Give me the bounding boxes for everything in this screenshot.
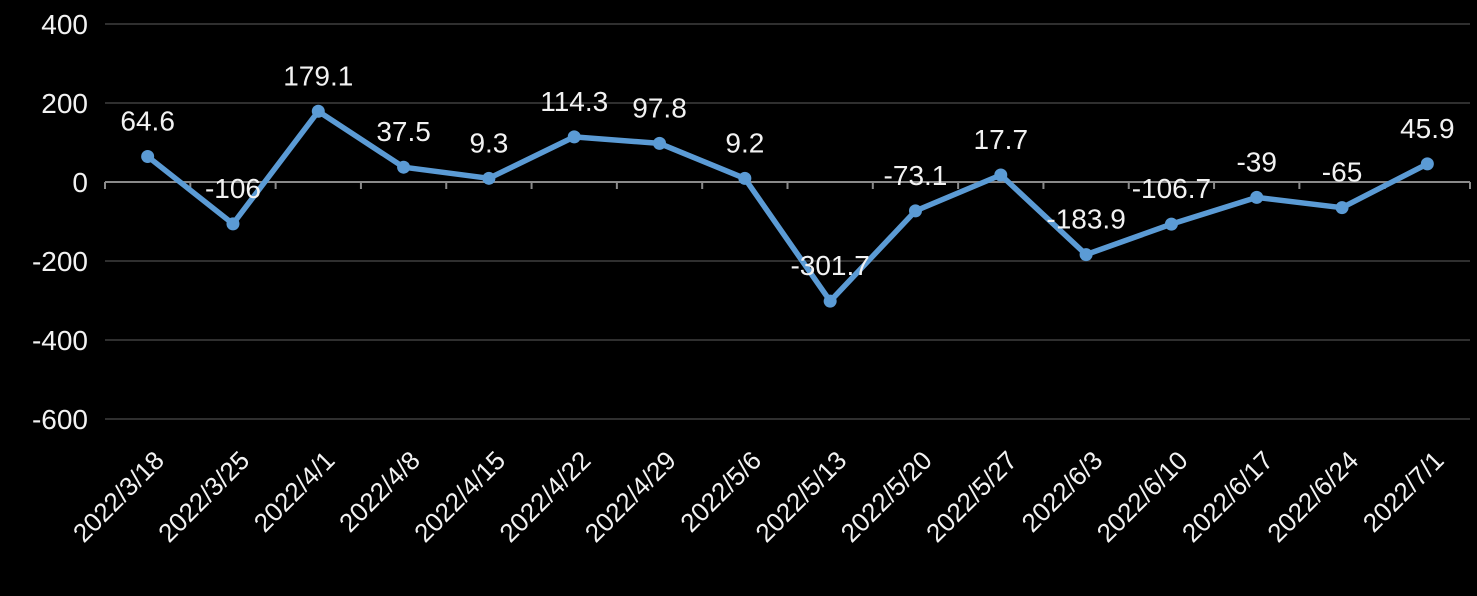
data-label: 17.7 <box>974 124 1029 155</box>
data-point-marker <box>311 104 325 118</box>
data-label: -73.1 <box>884 160 948 191</box>
data-point-marker <box>226 217 240 231</box>
data-point-marker <box>994 168 1008 182</box>
data-point-marker <box>1335 201 1349 215</box>
data-point-marker <box>823 294 837 308</box>
data-label: -65 <box>1322 157 1362 188</box>
data-point-marker <box>653 136 667 150</box>
data-label: 9.3 <box>469 127 508 158</box>
data-point-marker <box>1164 217 1178 231</box>
data-point-marker <box>1079 248 1093 262</box>
data-point-marker <box>1420 157 1434 171</box>
data-label: -183.9 <box>1046 204 1125 235</box>
x-tick-label: 2022/4/22 <box>493 445 596 548</box>
data-label: -39 <box>1236 146 1276 177</box>
data-label: 45.9 <box>1400 113 1455 144</box>
y-tick-label: 0 <box>72 167 88 198</box>
y-tick-label: 200 <box>41 88 88 119</box>
data-label: 179.1 <box>283 60 353 91</box>
x-tick-label: 2022/4/1 <box>248 445 341 538</box>
data-point-marker <box>908 204 922 218</box>
data-label: 37.5 <box>376 116 431 147</box>
data-label: 9.2 <box>725 127 764 158</box>
series-line <box>144 108 1431 304</box>
data-point-marker <box>397 160 411 174</box>
x-tick-label: 2022/6/17 <box>1176 445 1279 548</box>
y-tick-label: -400 <box>32 325 88 356</box>
x-tick-label: 2022/4/29 <box>579 445 682 548</box>
x-tick-label: 2022/5/27 <box>920 445 1023 548</box>
data-point-marker <box>482 171 496 185</box>
data-label: 97.8 <box>632 92 687 123</box>
x-tick-label: 2022/4/15 <box>408 445 511 548</box>
x-tick-label: 2022/3/25 <box>152 445 255 548</box>
y-tick-label: -200 <box>32 246 88 277</box>
y-tick-label: -600 <box>32 404 88 435</box>
x-tick-label: 2022/6/10 <box>1091 445 1194 548</box>
data-point-marker <box>141 149 155 163</box>
data-point-marker <box>567 130 581 144</box>
data-label: -106 <box>205 173 261 204</box>
y-tick-label: 400 <box>41 9 88 40</box>
data-point-marker <box>1250 190 1264 204</box>
data-label: 114.3 <box>540 86 608 117</box>
data-label: 64.6 <box>120 105 175 136</box>
data-label: -301.7 <box>790 250 869 281</box>
x-tick-label: 2022/7/1 <box>1357 445 1450 538</box>
x-tick-label: 2022/5/13 <box>749 445 852 548</box>
data-point-marker <box>738 171 752 185</box>
data-label: -106.7 <box>1132 173 1211 204</box>
x-tick-label: 2022/5/20 <box>835 445 938 548</box>
x-tick-label: 2022/3/18 <box>67 445 170 548</box>
x-tick-label: 2022/6/24 <box>1261 445 1364 548</box>
